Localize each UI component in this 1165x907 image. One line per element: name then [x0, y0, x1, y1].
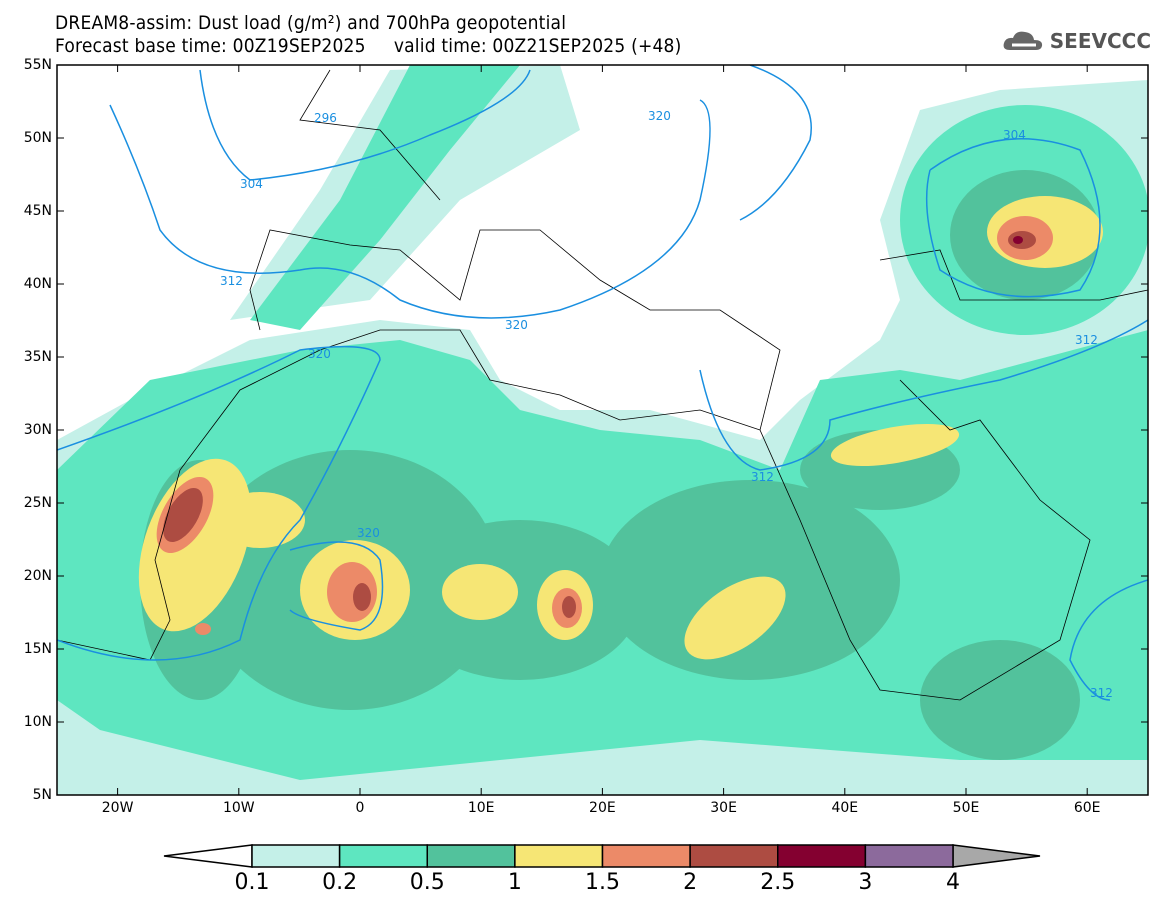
dust-field: 296 304 312 320 320 320 320 304 312 312 …	[57, 65, 1148, 795]
latitude-label: 20N	[23, 568, 52, 584]
dust-level-2.5	[1013, 236, 1023, 244]
contour-label: 312	[1075, 333, 1098, 347]
contour-label: 296	[314, 111, 337, 125]
longitude-label: 30E	[710, 800, 737, 816]
contour-label: 312	[1090, 686, 1113, 700]
contour-label: 304	[1003, 128, 1026, 142]
latitude-label: 15N	[23, 641, 52, 657]
longitude-label: 40E	[831, 800, 859, 816]
colorbar-swatch	[601, 844, 691, 868]
longitude-label: 10E	[467, 800, 495, 816]
longitude-label: 60E	[1073, 800, 1101, 816]
latitude-label: 5N	[32, 787, 52, 803]
colorbar	[163, 844, 1041, 868]
colorbar-label: 0.1	[234, 870, 270, 895]
latitude-label: 40N	[23, 276, 52, 292]
colorbar-label: 2	[683, 870, 698, 895]
latitude-label: 55N	[23, 57, 52, 73]
latitude-label: 50N	[23, 130, 52, 146]
map-title: DREAM8-assim: Dust load (g/m²) and 700hP…	[55, 12, 567, 34]
colorbar-over-triangle	[952, 844, 1041, 868]
longitude-label: 0	[355, 800, 365, 816]
contour-label: 312	[220, 274, 243, 288]
latitude-label: 35N	[23, 349, 52, 365]
colorbar-label: 2.5	[760, 870, 796, 895]
colorbar-swatch	[426, 844, 516, 868]
contour-label: 312	[751, 470, 774, 484]
colorbar-swatch	[689, 844, 779, 868]
colorbar-swatch	[338, 844, 428, 868]
longitude-label: 20E	[589, 800, 616, 816]
contour-label: 320	[308, 347, 331, 361]
colorbar-label: 1	[507, 870, 522, 895]
geopotential-contours	[57, 65, 1148, 701]
logo-text: SEEVCCC	[1049, 29, 1151, 53]
axis-ticks	[57, 64, 1148, 796]
coastlines	[57, 69, 1148, 701]
colorbar-label: 1.5	[585, 870, 620, 895]
latitude-label: 30N	[23, 422, 52, 438]
longitude-label: 10W	[222, 800, 255, 816]
contour-label: 320	[357, 526, 380, 540]
colorbar-label: 3	[858, 870, 873, 895]
latitude-label: 10N	[23, 714, 52, 730]
colorbar-label: 0.5	[409, 870, 445, 895]
latitude-label: 45N	[23, 203, 52, 219]
cloud-icon	[1003, 31, 1042, 50]
contour-labels: 296 304 312 320 320 320 320 304 312 312 …	[220, 109, 1113, 700]
colorbar-swatch	[864, 844, 954, 868]
longitude-label: 50E	[952, 800, 980, 816]
colorbar-swatch	[514, 844, 604, 868]
dust-level-1	[138, 196, 1103, 660]
colorbar-label: 4	[946, 870, 960, 895]
map-subtitle: Forecast base time: 00Z19SEP2025 valid t…	[55, 35, 682, 57]
colorbar-under-triangle	[163, 844, 253, 868]
dust-level-2	[163, 231, 1036, 618]
contour-label: 320	[648, 109, 671, 123]
colorbar-swatch	[777, 844, 867, 868]
seevccc-logo: SEEVCCC	[1002, 28, 1151, 54]
latitude-label: 25N	[23, 495, 52, 511]
colorbar-swatch	[251, 844, 341, 868]
contour-label: 320	[505, 318, 528, 332]
colorbar-label: 0.2	[322, 870, 358, 895]
longitude-label: 20W	[101, 800, 134, 816]
contour-label: 304	[240, 177, 263, 191]
